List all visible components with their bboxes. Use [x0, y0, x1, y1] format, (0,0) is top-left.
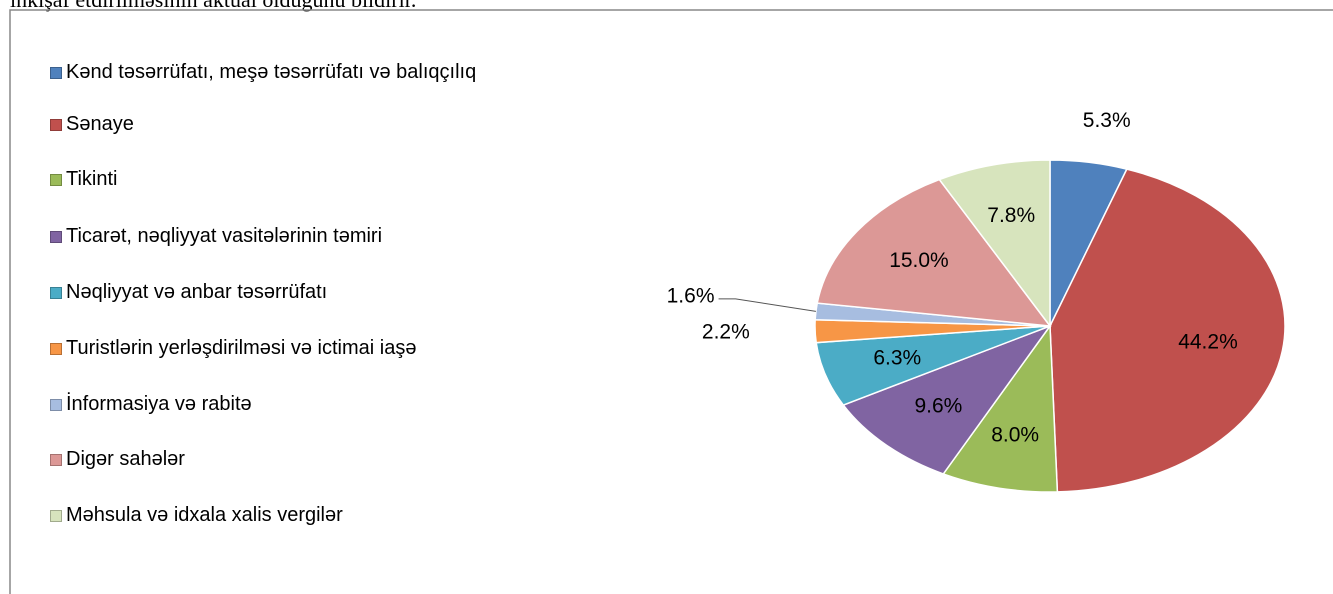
data-label: 5.3% — [1083, 109, 1131, 132]
legend-swatch — [50, 399, 62, 411]
pie-slice — [942, 323, 1059, 493]
legend-entry: Digər sahələr — [50, 447, 620, 471]
legend-swatch — [50, 454, 62, 466]
legend-label: Kənd təsərrüfatı, meşə təsərrüfatı və ba… — [66, 61, 477, 83]
pie-slice — [1049, 168, 1286, 493]
data-label: 8.0% — [991, 424, 1039, 447]
legend-label: Turistlərin yerləşdirilməsi və ictimai i… — [66, 337, 417, 359]
data-label: 1.6% — [667, 284, 715, 307]
legend-entry: Tikinti — [50, 167, 620, 191]
legend-swatch — [50, 67, 62, 79]
legend-entry: Məhsula və idxala xalis vergilər — [50, 503, 620, 527]
legend-swatch — [50, 510, 62, 522]
data-label: 7.8% — [987, 204, 1035, 227]
legend-entry: Nəqliyyat və anbar təsərrüfatı — [50, 280, 620, 304]
legend-entry: İnformasiya və rabitə — [50, 392, 620, 416]
legend-entry: Sənaye — [50, 112, 620, 136]
pie-slice — [842, 324, 1053, 475]
legend-label: Ticarət, nəqliyyat vasitələrinin təmiri — [66, 225, 383, 247]
legend-swatch — [50, 174, 62, 186]
data-label: 9.6% — [914, 394, 962, 417]
pie-slice — [938, 159, 1051, 329]
legend-swatch — [50, 287, 62, 299]
chart-frame — [9, 9, 1333, 594]
legend-entry: Turistlərin yerləşdirilməsi və ictimai i… — [50, 336, 620, 360]
document-text: inkişaf etdirilməsinin aktual olduğunu b… — [10, 0, 416, 13]
legend-label: Məhsula və idxala xalis vergilər — [66, 504, 343, 526]
legend-label: Tikinti — [66, 168, 118, 190]
leader-line — [718, 298, 816, 312]
data-label: 2.2% — [702, 321, 750, 344]
legend-label: Nəqliyyat və anbar təsərrüfatı — [66, 281, 328, 303]
legend-swatch — [50, 119, 62, 131]
legend-entry: Ticarət, nəqliyyat vasitələrinin təmiri — [50, 224, 620, 248]
data-label: 6.3% — [873, 347, 921, 370]
legend-label: Sənaye — [66, 113, 134, 135]
data-label: 15.0% — [889, 249, 949, 272]
legend-label: İnformasiya və rabitə — [66, 393, 252, 415]
legend-entry: Kənd təsərrüfatı, meşə təsərrüfatı və ba… — [50, 60, 620, 84]
legend-swatch — [50, 231, 62, 243]
legend-label: Digər sahələr — [66, 448, 185, 470]
legend-swatch — [50, 343, 62, 355]
pie-slice — [816, 178, 1052, 327]
data-label: 44.2% — [1178, 331, 1238, 354]
